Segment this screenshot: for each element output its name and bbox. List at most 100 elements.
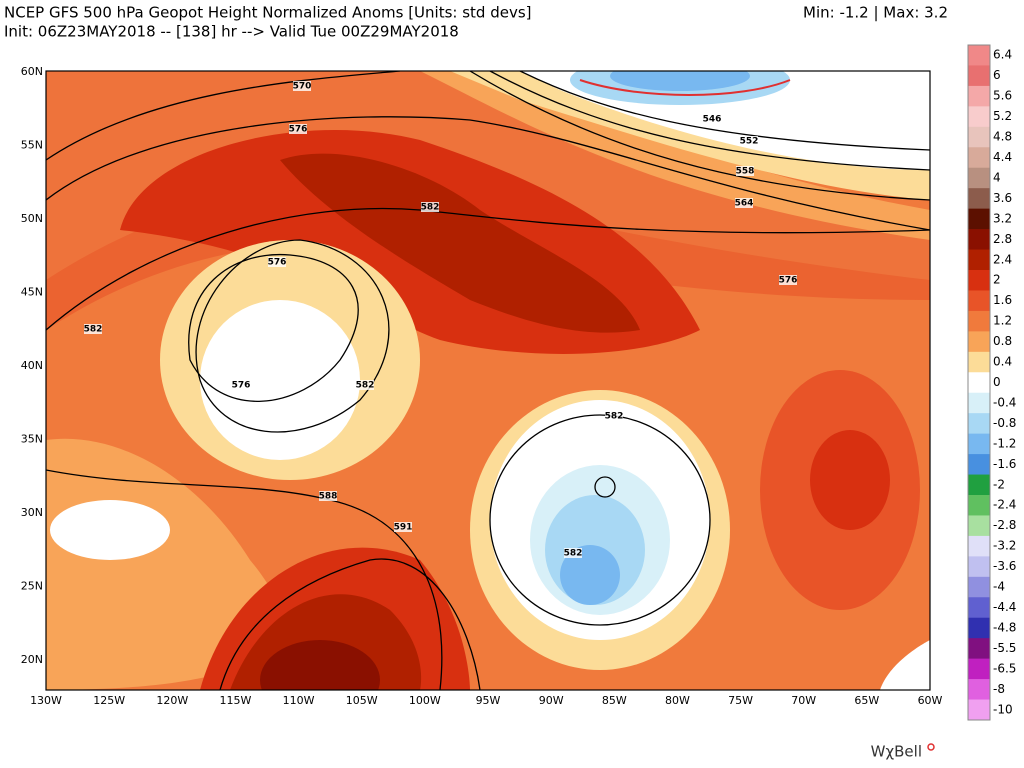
colorbar-label: 5.6 [993, 89, 1012, 103]
colorbar-swatch [968, 126, 990, 148]
colorbar-swatch [968, 597, 990, 619]
watermark: WχBell [871, 743, 922, 761]
colorbar-swatch [968, 351, 990, 373]
colorbar-label: 0 [993, 375, 1001, 389]
lon-label: 115W [219, 694, 251, 707]
contour-label-bg [84, 324, 102, 334]
colorbar-swatch [968, 495, 990, 516]
contour-label-bg [736, 166, 754, 176]
colorbar-label: -2.8 [993, 518, 1016, 532]
contour-label-bg [268, 257, 286, 267]
colorbar-swatch [968, 65, 990, 87]
lon-label: 120W [156, 694, 188, 707]
colorbar-swatch [968, 392, 990, 414]
contour-label: 582 [564, 549, 583, 559]
colorbar-swatch [968, 535, 990, 557]
colorbar-frame [967, 44, 991, 721]
colorbar-label: -1.2 [993, 436, 1016, 450]
lat-label: 25N [21, 580, 43, 593]
contour-label: 576 [232, 381, 251, 391]
lat-label: 20N [21, 653, 43, 666]
colorbar-swatch [968, 290, 990, 312]
colorbar-swatch [968, 331, 990, 353]
colorbar-swatch [968, 188, 990, 210]
contour-label: 564 [735, 199, 754, 209]
lon-label: 70W [791, 694, 816, 707]
colorbar-label: 0.4 [993, 355, 1012, 369]
colorbar-swatch [968, 454, 990, 476]
colorbar-swatch [968, 270, 990, 291]
colorbar-label: -10 [993, 702, 1013, 716]
colorbar-label: -4.8 [993, 620, 1016, 634]
colorbar-label: 0.8 [993, 334, 1012, 348]
colorbar-label: 2.4 [993, 252, 1012, 266]
lat-label: 50N [21, 212, 43, 225]
contour-label: 576 [779, 276, 798, 286]
watermark-dot [927, 743, 935, 751]
colorbar-label: -4 [993, 580, 1005, 594]
colorbar-swatch [968, 310, 990, 332]
contour-label: 570 [293, 82, 312, 92]
colorbar-label: 3.2 [993, 211, 1012, 225]
colorbar-swatch [968, 515, 990, 537]
colorbar-swatch [968, 372, 990, 394]
colorbar-label: -5.5 [993, 641, 1016, 655]
lon-label: 130W [30, 694, 62, 707]
lon-label: 100W [409, 694, 441, 707]
colorbar-swatch [968, 433, 990, 455]
colorbar: 6.4 6 5.6 5.2 4.8 4.4 4 3.6 3.2 2.8 2.4 2 1.6 1.2 0.8 0… [967, 44, 1016, 721]
lon-label: 60W [918, 694, 943, 707]
contour-label: 588 [319, 492, 338, 502]
colorbar-swatch [968, 617, 990, 639]
colorbar-label: 4.8 [993, 130, 1012, 144]
colorbar-label: 2.8 [993, 232, 1012, 246]
contour-label: 582 [605, 412, 624, 422]
colorbar-swatch [968, 249, 990, 271]
lon-label: 90W [539, 694, 564, 707]
colorbar-swatch [968, 679, 990, 701]
contour-label-bg [394, 522, 412, 532]
colorbar-label: -4.4 [993, 600, 1016, 614]
contour-label-bg [605, 411, 623, 421]
colorbar-label: -3.2 [993, 539, 1016, 553]
contour-label-bg [564, 548, 582, 558]
colorbar-label: 1.2 [993, 314, 1012, 328]
colorbar-label: -3.6 [993, 559, 1016, 573]
subtitle: Init: 06Z23MAY2018 -- [138] hr --> Valid… [4, 23, 459, 41]
colorbar-label: -6.5 [993, 661, 1016, 675]
contour-label: 582 [84, 325, 103, 335]
colorbar-swatch [968, 413, 990, 435]
contour-label-bg [703, 114, 721, 124]
title: NCEP GFS 500 hPa Geopot Height Normalize… [4, 4, 532, 22]
map-fill [46, 71, 930, 690]
colorbar-label: -2 [993, 477, 1005, 491]
colorbar-swatch [968, 556, 990, 578]
contour-label-bg [421, 202, 439, 212]
min-max: Min: -1.2 | Max: 3.2 [803, 4, 948, 22]
lat-label: 40N [21, 359, 43, 372]
colorbar-swatch [968, 638, 990, 660]
contour-label: 576 [268, 258, 287, 268]
colorbar-swatch [968, 147, 990, 169]
colorbar-label: 3.6 [993, 191, 1012, 205]
colorbar-label: 1.6 [993, 293, 1012, 307]
lon-label: 75W [728, 694, 753, 707]
lat-label: 60N [21, 65, 43, 78]
colorbar-label: -0.8 [993, 416, 1016, 430]
colorbar-label: -1.6 [993, 457, 1016, 471]
colorbar-label: 4 [993, 170, 1001, 184]
contour-label-bg [735, 198, 753, 208]
contours [46, 71, 930, 690]
contour-label: 582 [421, 203, 440, 213]
contour-label: 558 [736, 167, 755, 177]
lon-label: 80W [665, 694, 690, 707]
lon-label: 125W [93, 694, 125, 707]
contour-label: 546 [703, 115, 722, 125]
contour-label: 576 [289, 125, 308, 135]
lat-label: 30N [21, 506, 43, 519]
colorbar-label: 4.4 [993, 150, 1012, 164]
lat-label: 45N [21, 286, 43, 299]
contour-label-bg [356, 380, 374, 390]
lat-label: 35N [21, 433, 43, 446]
